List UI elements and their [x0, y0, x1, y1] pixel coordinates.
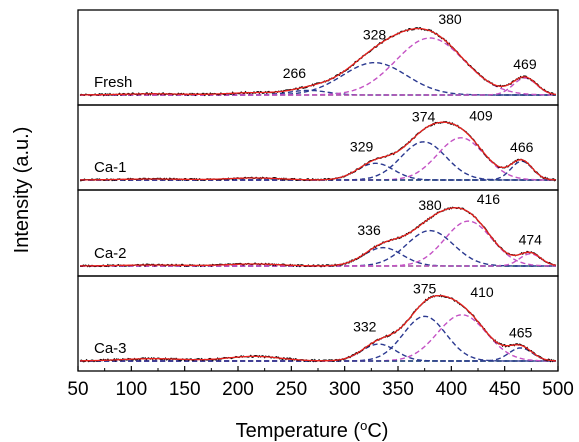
x-tick-label-100: 100	[115, 379, 147, 400]
panels-layer: Fresh 266 328 380 469 Ca-1 329 374 409 466 Ca-2 336…	[77, 9, 559, 372]
peak-label-328: 328	[363, 26, 387, 42]
peak-label-374: 374	[412, 108, 436, 124]
fitted-curve	[80, 294, 556, 362]
x-tick-label-500: 500	[542, 379, 574, 400]
measured-curve	[79, 27, 557, 97]
fitted-curve	[80, 121, 556, 181]
component-peak-374	[80, 141, 556, 181]
panel-fresh: Fresh 266 328 380 469	[77, 9, 559, 106]
peak-label-375: 375	[413, 280, 437, 296]
peak-label-466: 466	[510, 139, 534, 155]
x-axis: 50 100 150 200 250 300 350 400 450 500	[67, 366, 574, 400]
x-axis-title: Temperature (oC)	[236, 418, 389, 442]
x-tick-label-300: 300	[329, 379, 361, 400]
x-axis-title-degree: o	[360, 418, 367, 433]
peak-label-409: 409	[469, 107, 493, 123]
peak-label-329: 329	[350, 138, 374, 154]
component-peak-409	[80, 137, 556, 181]
component-peak-380	[80, 229, 556, 267]
x-tick-label-350: 350	[382, 379, 414, 400]
x-tick-label-200: 200	[222, 379, 254, 400]
x-tick-label-450: 450	[489, 379, 521, 400]
panel-label: Ca-2	[94, 245, 127, 262]
x-axis-title-unit: C)	[367, 420, 388, 442]
panel-ca-3: Ca-3 332 375 410 465	[77, 275, 559, 372]
peak-label-336: 336	[357, 222, 381, 238]
component-peak-466	[80, 160, 556, 181]
peak-label-380: 380	[418, 197, 442, 213]
peak-label-474: 474	[519, 231, 543, 247]
panel-label: Ca-3	[94, 340, 127, 357]
y-axis-title: Intensity (a.u.)	[11, 127, 33, 254]
component-peak-474	[80, 253, 557, 267]
panel-label: Fresh	[94, 74, 132, 91]
peak-label-266: 266	[283, 65, 307, 81]
component-peak-416	[80, 220, 556, 267]
fitted-curve	[80, 207, 557, 267]
peak-label-465: 465	[509, 324, 533, 340]
measured-curve	[80, 120, 557, 182]
x-tick-label-400: 400	[435, 379, 467, 400]
measured-curve	[79, 206, 557, 268]
x-tick-label-150: 150	[169, 379, 201, 400]
panel-ca-1: Ca-1 329 374 409 466	[77, 104, 559, 191]
component-peak-465	[80, 347, 556, 362]
component-peak-410	[80, 314, 556, 362]
component-peak-380	[80, 37, 556, 96]
component-peak-329	[80, 162, 556, 181]
panel-frame	[77, 9, 559, 106]
panel-ca-2: Ca-2 336 380 416 474	[77, 189, 559, 277]
panel-label: Ca-1	[94, 159, 127, 176]
fitted-curve	[80, 27, 556, 96]
peak-label-469: 469	[513, 56, 537, 72]
peak-label-416: 416	[477, 191, 501, 207]
peak-label-332: 332	[353, 318, 377, 334]
x-axis-title-main: Temperature (	[236, 420, 361, 442]
x-tick-label-50: 50	[67, 379, 88, 400]
component-peak-375	[80, 315, 556, 362]
peak-label-380: 380	[438, 11, 462, 27]
component-peak-469	[80, 77, 557, 96]
measured-curve	[79, 294, 557, 363]
x-tick-label-250: 250	[275, 379, 307, 400]
peak-label-410: 410	[470, 284, 494, 300]
